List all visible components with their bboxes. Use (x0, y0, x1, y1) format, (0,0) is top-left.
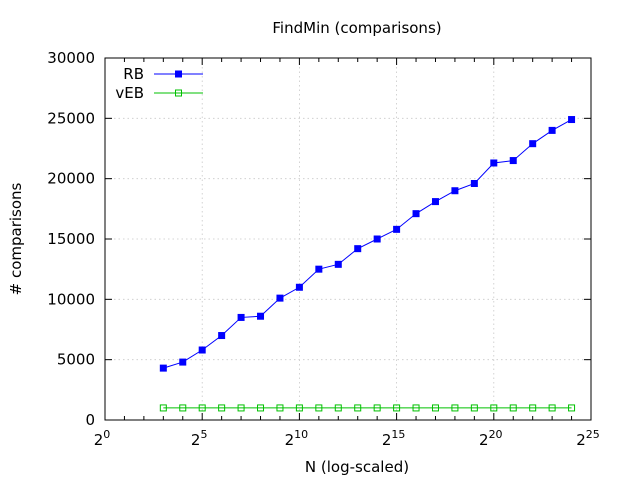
data-point-rb (354, 245, 362, 253)
y-axis-label: # comparisons (7, 182, 25, 295)
data-point-veb (315, 404, 323, 412)
data-point-rb (529, 140, 537, 148)
data-point-rb (548, 126, 556, 134)
data-point-rb (412, 210, 420, 218)
data-point-veb (159, 404, 167, 412)
data-point-rb (334, 260, 342, 268)
grid-lines (105, 58, 591, 420)
y-tick-label: 15000 (47, 230, 95, 248)
data-point-rb (490, 159, 498, 167)
data-point-rb (431, 198, 439, 206)
x-tick-label: 225 (576, 428, 600, 449)
data-point-veb (412, 404, 420, 412)
data-point-rb (393, 225, 401, 233)
data-point-veb (568, 404, 576, 412)
data-point-rb (451, 187, 459, 195)
legend-marker-rb (175, 70, 182, 78)
data-point-veb (354, 404, 362, 412)
data-point-rb (218, 332, 226, 340)
data-point-veb (470, 404, 478, 412)
data-point-rb (315, 265, 323, 273)
y-tick-label: 30000 (47, 49, 95, 67)
data-point-rb (568, 116, 576, 124)
x-tick-label: 210 (285, 428, 309, 449)
data-point-veb (431, 404, 439, 412)
data-point-rb (276, 294, 284, 302)
data-point-rb (470, 179, 478, 187)
data-point-rb (373, 235, 381, 243)
data-point-veb (179, 404, 187, 412)
y-tick-label: 0 (85, 411, 95, 429)
series-layer (159, 116, 576, 412)
legend-label-veb: vEB (115, 84, 144, 102)
x-axis-label: N (log-scaled) (305, 458, 409, 476)
data-point-rb (257, 312, 265, 320)
data-point-veb (295, 404, 303, 412)
data-point-rb (295, 283, 303, 291)
data-point-veb (509, 404, 517, 412)
chart-title: FindMin (comparisons) (272, 19, 441, 37)
legend-label-rb: RB (123, 65, 144, 83)
y-tick-label: 10000 (47, 290, 95, 308)
y-tick-label: 5000 (57, 351, 95, 369)
x-tick-label: 220 (479, 428, 503, 449)
data-point-veb (451, 404, 459, 412)
data-point-veb (237, 404, 245, 412)
y-tick-label: 25000 (47, 109, 95, 127)
data-point-veb (334, 404, 342, 412)
x-tick-label: 20 (94, 428, 111, 449)
series-line-rb (163, 119, 572, 369)
axis-ticks: 0 5000 10000 15000 20000 25000 30000 20 25 210 215… (47, 49, 599, 449)
data-point-rb (159, 364, 167, 372)
data-point-rb (179, 358, 187, 366)
data-point-veb (548, 404, 556, 412)
data-point-rb (509, 157, 517, 165)
data-point-veb (529, 404, 537, 412)
data-point-veb (198, 404, 206, 412)
data-point-veb (490, 404, 498, 412)
data-point-rb (237, 313, 245, 321)
data-point-rb (198, 346, 206, 354)
data-point-veb (373, 404, 381, 412)
y-tick-label: 20000 (47, 170, 95, 188)
data-point-veb (393, 404, 401, 412)
data-point-veb (218, 404, 226, 412)
data-point-veb (257, 404, 265, 412)
x-tick-label: 215 (382, 428, 406, 449)
x-tick-label: 25 (191, 428, 208, 449)
data-point-veb (276, 404, 284, 412)
legend-marker-veb (175, 89, 182, 97)
